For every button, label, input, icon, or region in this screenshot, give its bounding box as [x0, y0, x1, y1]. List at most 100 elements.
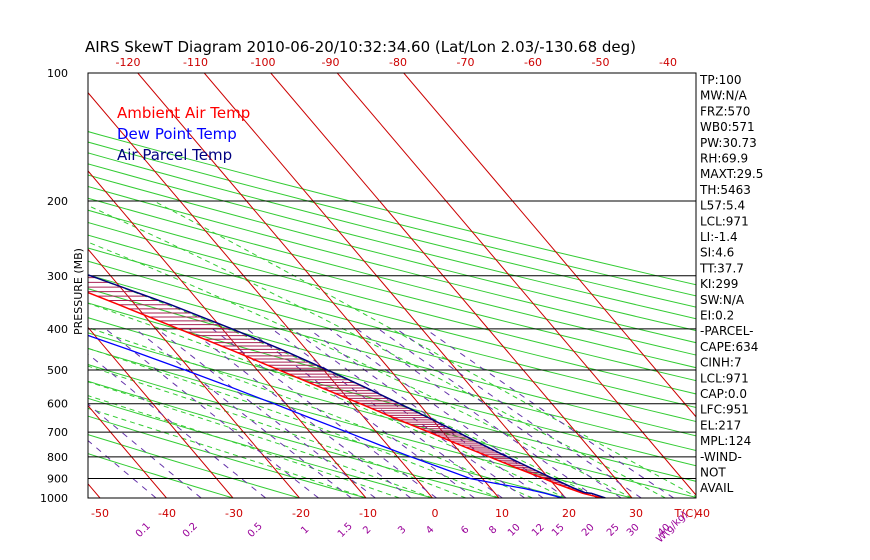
top-temp-tick-label: -40	[659, 56, 677, 69]
stat-line: FRZ:570	[700, 104, 750, 118]
bottom-temp-tick-label: -10	[359, 507, 377, 520]
bottom-temp-tick-label: 20	[562, 507, 576, 520]
stat-line: RH:69.9	[700, 152, 748, 166]
dry-adiabat	[88, 453, 234, 498]
mixing-ratio-tick-label: 0.5	[246, 521, 265, 540]
stat-line: TT:37.7	[699, 261, 744, 275]
mixing-ratio-tick-label: 25	[605, 522, 622, 539]
mixing-ratio-tick-label: 0.1	[134, 521, 153, 540]
stat-line: TH:5463	[699, 183, 751, 197]
isotherm	[88, 326, 234, 498]
dry-adiabat	[88, 185, 696, 344]
pressure-tick-label: 400	[47, 323, 68, 336]
bottom-temp-tick-label: 10	[495, 507, 509, 520]
stat-line: AVAIL	[700, 481, 734, 495]
stat-line: SW:N/A	[700, 293, 745, 307]
mixing-ratio-line	[88, 403, 202, 498]
stat-line: L57:5.4	[700, 199, 745, 213]
dry-adiabat	[88, 247, 696, 409]
dry-adiabat	[88, 234, 696, 395]
dry-adiabat	[88, 274, 696, 437]
stat-line: MPL:124	[700, 434, 751, 448]
dry-adiabat	[88, 197, 696, 356]
mixing-ratio-tick-label: 20	[580, 522, 597, 539]
stat-line: LCL:971	[700, 371, 749, 385]
dry-adiabat	[88, 131, 696, 286]
stat-line: MW:N/A	[700, 89, 748, 103]
dry-adiabat	[88, 415, 367, 498]
mixing-ratio-tick-label: 1.5	[336, 521, 355, 540]
top-temp-tick-label: -70	[457, 56, 475, 69]
bottom-temp-tick-label: -20	[292, 507, 310, 520]
dry-adiabat	[88, 434, 300, 498]
moist-adiabat	[88, 205, 666, 498]
isotherm	[88, 404, 167, 498]
bottom-temp-tick-label: 0	[432, 507, 439, 520]
dry-adiabat	[88, 364, 566, 498]
isotherm	[88, 91, 433, 498]
moist-adiabat	[88, 407, 367, 498]
dry-adiabat	[88, 174, 696, 332]
y-axis-label: PRESSURE (MB)	[72, 248, 85, 335]
pressure-tick-label: 500	[47, 364, 68, 377]
legend-entry: Air Parcel Temp	[117, 146, 232, 164]
bottom-temp-tick-label: -30	[225, 507, 243, 520]
top-temp-tick-label: -50	[592, 56, 610, 69]
top-temp-tick-label: -120	[116, 56, 141, 69]
dry-adiabat	[88, 332, 696, 498]
stat-line: KI:299	[700, 277, 738, 291]
top-temp-tick-label: -60	[524, 56, 542, 69]
bottom-temp-tick-label: 40	[696, 507, 710, 520]
mixing-ratio-tick-label: 10	[506, 522, 523, 539]
stat-line: LFC:951	[700, 403, 749, 417]
top-temp-tick-label: -110	[183, 56, 208, 69]
mixing-ratio-tick-label: 15	[550, 522, 567, 539]
dry-adiabat	[88, 397, 433, 498]
bottom-temp-tick-label: -40	[158, 507, 176, 520]
top-temp-tick-label: -80	[389, 56, 407, 69]
chart-title: AIRS SkewT Diagram 2010-06-20/10:32:34.6…	[85, 38, 636, 56]
isotherm	[403, 73, 696, 418]
stat-line: MAXT:29.5	[700, 167, 763, 181]
pressure-tick-label: 200	[47, 195, 68, 208]
dry-adiabat	[88, 209, 696, 369]
stat-line: LI:-1.4	[700, 230, 738, 244]
dry-adiabat	[88, 163, 696, 320]
isotherm	[0, 73, 34, 498]
pressure-tick-label: 100	[47, 67, 68, 80]
bottom-temp-tick-label: 30	[629, 507, 643, 520]
pressure-tick-label: 300	[47, 270, 68, 283]
mixing-ratio-tick-label: 8	[487, 524, 499, 536]
top-temp-tick-label: -90	[322, 56, 340, 69]
mixing-ratio-line	[88, 439, 157, 498]
series-layer	[88, 274, 606, 498]
x-axis-label: T(C)	[674, 507, 698, 520]
isotherm	[137, 73, 500, 498]
pressure-tick-label: 600	[47, 398, 68, 411]
dry-adiabat	[88, 260, 696, 423]
stat-line: TP:100	[699, 73, 742, 87]
ambient-air-temp-line	[88, 291, 603, 498]
stat-line: EL:217	[700, 418, 741, 432]
dry-adiabat	[88, 288, 696, 452]
dry-adiabat	[88, 152, 696, 308]
stat-line: LCL:971	[700, 214, 749, 228]
dry-adiabat	[88, 141, 696, 297]
bottom-temp-tick-label: -50	[91, 507, 109, 520]
mixing-ratio-tick-label: 1	[299, 524, 311, 536]
mixing-ratio-tick-label: 4	[424, 524, 436, 536]
legend: Ambient Air Temp Dew Point Temp Air Parcel…	[117, 104, 250, 164]
stat-line: -WIND-	[700, 450, 742, 464]
stat-line: EI:0.2	[700, 309, 734, 323]
stat-line: CINH:7	[700, 356, 742, 370]
moist-adiabat	[88, 241, 633, 498]
moist-adiabat	[88, 302, 566, 498]
pressure-tick-label: 1000	[40, 492, 68, 505]
dew-point-temp-line	[88, 334, 563, 498]
stat-line: NOT	[700, 466, 726, 480]
moist-adiabat	[153, 200, 696, 498]
mixing-ratio-line	[425, 328, 674, 498]
dry-adiabat	[88, 302, 696, 467]
